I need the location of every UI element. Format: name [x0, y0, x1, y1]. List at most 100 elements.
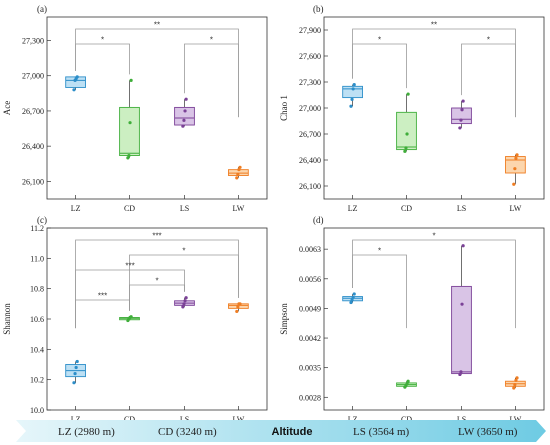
significance-label: *** — [98, 292, 107, 301]
x-tick-label: LS — [180, 204, 189, 213]
y-tick-label: 11.0 — [30, 254, 44, 263]
y-tick-label: 26,400 — [299, 156, 321, 165]
data-point — [236, 172, 240, 176]
box-lw — [228, 165, 249, 180]
y-tick-label: 27,900 — [299, 26, 321, 35]
box-lw — [228, 302, 249, 314]
data-point — [184, 296, 188, 300]
significance-label: * — [378, 247, 381, 256]
box-ls — [451, 99, 472, 130]
significance-bracket — [75, 299, 130, 329]
data-point — [405, 132, 409, 136]
y-tick-label: 26,100 — [22, 177, 44, 186]
x-tick-label: LZ — [348, 415, 358, 424]
chart-panels: (a) Ace 26,100 26,400 26,700 27,000 27,300 LZ CD… — [2, 4, 545, 424]
altitude-band: LZ (2980 m) CD (3240 m) Altitude LS (356… — [16, 420, 546, 442]
data-point — [513, 383, 517, 387]
y-tick-label: 26,100 — [299, 182, 321, 191]
y-tick-label: 10.8 — [30, 285, 44, 294]
y-axis-label: Chao 1 — [279, 95, 289, 121]
significance-bracket — [75, 269, 185, 329]
significance-label: *** — [152, 232, 161, 241]
altitude-label-lz: LZ (2980 m) — [58, 426, 115, 438]
x-tick-label: LS — [180, 415, 189, 424]
box-lz — [65, 75, 86, 92]
box-ls — [174, 296, 195, 309]
chart-panel-2: (b) Chao 1 26,100 26,400 26,700 27,000 27,300 2… — [279, 4, 545, 213]
panel-label: (b) — [313, 4, 324, 14]
box-lw — [505, 376, 526, 390]
data-point — [238, 302, 242, 306]
y-tick-label: 10.4 — [30, 345, 44, 354]
data-point — [129, 315, 133, 319]
x-tick-label: CD — [401, 204, 412, 213]
x-tick-label: CD — [124, 204, 135, 213]
y-tick-label: 0.0035 — [299, 364, 321, 373]
box-body — [342, 85, 363, 99]
data-point — [349, 300, 353, 305]
data-point — [73, 372, 77, 376]
significance-label: * — [432, 232, 435, 241]
y-tick-label: 26,700 — [22, 107, 44, 116]
data-point — [181, 305, 185, 309]
data-point — [183, 299, 187, 303]
significance-label: * — [487, 36, 490, 45]
y-tick-label: 26,400 — [22, 142, 44, 151]
y-tick-label: 26,700 — [299, 130, 321, 139]
significance-label: * — [101, 36, 104, 45]
box-lz — [342, 292, 363, 305]
data-point — [74, 365, 78, 370]
data-point — [235, 309, 239, 314]
box-body — [451, 285, 472, 375]
data-point — [75, 75, 79, 79]
data-point — [184, 97, 188, 101]
data-point — [182, 302, 186, 306]
data-point — [352, 292, 356, 296]
data-point — [515, 153, 519, 157]
x-tick-label: LZ — [71, 204, 81, 213]
data-point — [350, 97, 354, 101]
data-point — [349, 104, 353, 108]
x-tick-label: LW — [509, 415, 521, 424]
data-point — [183, 109, 187, 113]
data-point — [350, 298, 354, 302]
y-tick-label: 10.6 — [30, 315, 44, 324]
data-point — [404, 146, 408, 150]
chart-panel-4: (d) Simpson 0.0028 0.0035 0.0042 0.0049 0.0056… — [279, 215, 545, 424]
chart-panel-3: (c) Shannon 10.0 10.2 10.4 10.6 10.8 11.0 11.2 LZ… — [2, 215, 268, 424]
y-tick-label: 27,000 — [299, 104, 321, 113]
significance-bracket — [75, 43, 130, 75]
box-lw — [505, 153, 526, 186]
significance-label: ** — [431, 21, 437, 30]
box-body — [174, 106, 195, 126]
significance-label: * — [378, 36, 381, 45]
box-body — [396, 111, 417, 151]
box-ls — [451, 244, 472, 377]
data-point — [406, 379, 410, 383]
box-cd — [396, 92, 417, 153]
x-tick-label: LZ — [71, 415, 81, 424]
x-tick-label: LS — [457, 415, 466, 424]
box-body — [119, 106, 140, 157]
altitude-title: Altitude — [272, 426, 313, 438]
box-lz — [65, 359, 86, 385]
significance-label: * — [182, 247, 185, 256]
y-axis-label: Shannon — [2, 303, 12, 335]
data-point — [351, 87, 355, 91]
panel-label: (a) — [37, 4, 47, 14]
significance-label: *** — [125, 262, 134, 271]
box-cd — [119, 315, 140, 323]
box-lz — [342, 83, 363, 108]
data-point — [72, 381, 76, 385]
data-point — [351, 295, 355, 300]
x-tick-label: LS — [457, 204, 466, 213]
y-tick-label: 10.2 — [30, 376, 44, 385]
data-point — [460, 302, 464, 306]
data-point — [515, 376, 519, 380]
x-tick-label: CD — [401, 415, 412, 424]
altitude-label-ls: LS (3564 m) — [353, 426, 410, 438]
y-tick-label: 27,300 — [299, 78, 321, 87]
data-point — [459, 370, 463, 374]
data-point — [235, 176, 239, 180]
